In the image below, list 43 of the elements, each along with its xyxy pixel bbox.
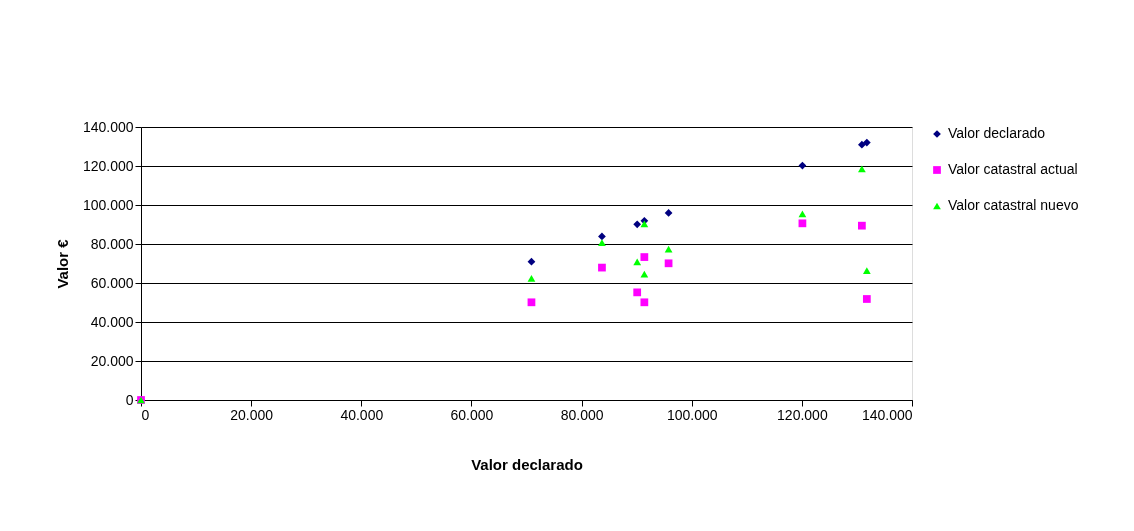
- point: [640, 220, 649, 228]
- x-tick-label: 140.000: [861, 406, 913, 423]
- point: [664, 209, 673, 217]
- point: [858, 165, 866, 173]
- point: [858, 140, 866, 149]
- point: [633, 288, 642, 297]
- legend-label: Valor catastral nuevo: [948, 197, 1079, 213]
- y-tick-label: 60.000: [90, 274, 134, 291]
- y-tick-label: 80.000: [90, 235, 134, 252]
- y-tick-label: 140.000: [82, 118, 134, 135]
- point: [664, 259, 673, 268]
- point: [633, 220, 642, 229]
- x-tick-label: 0: [141, 406, 150, 423]
- legend-label: Valor declarado: [948, 125, 1046, 141]
- x-tick-label: 80.000: [560, 406, 604, 423]
- y-tick-label: 0: [125, 391, 134, 408]
- legend-label: Valor catastral actual: [948, 161, 1078, 177]
- point: [640, 253, 649, 261]
- y-axis-title: Valor €: [53, 238, 71, 289]
- y-tick-label: 20.000: [90, 352, 134, 369]
- y-tick-label: 40.000: [90, 313, 134, 330]
- point: [598, 239, 606, 246]
- x-tick-label: 100.000: [666, 406, 718, 423]
- point: [598, 232, 606, 241]
- x-tick-label: 120.000: [777, 406, 828, 423]
- point: [798, 219, 807, 228]
- x-axis-title: Valor declarado: [471, 455, 583, 473]
- point: [862, 267, 871, 275]
- point: [527, 274, 536, 282]
- point: [798, 161, 807, 170]
- point: [858, 221, 866, 230]
- x-tick-label: 20.000: [230, 406, 274, 423]
- x-tick-label: 40.000: [340, 406, 384, 423]
- y-tick-label: 120.000: [82, 157, 134, 174]
- point: [598, 263, 606, 272]
- point: [862, 295, 871, 303]
- point: [640, 298, 649, 307]
- y-tick-label: 100.000: [82, 196, 134, 213]
- point: [527, 298, 536, 307]
- point: [633, 258, 642, 266]
- point: [862, 138, 871, 147]
- point: [527, 257, 536, 266]
- x-tick-label: 60.000: [450, 406, 494, 423]
